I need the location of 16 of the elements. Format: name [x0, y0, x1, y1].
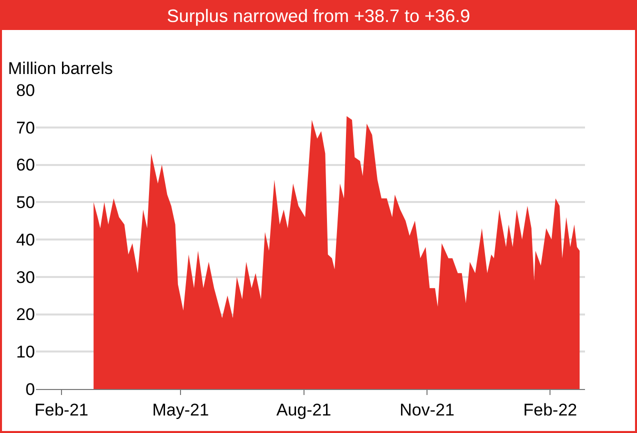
x-tick-label: May-21 [152, 400, 209, 420]
x-tick-label: Feb-22 [523, 400, 578, 420]
y-tick-label: 60 [16, 156, 35, 175]
y-tick-label: 70 [16, 118, 35, 138]
x-tick-label: Feb-21 [34, 400, 88, 420]
y-tick-label: 0 [26, 380, 35, 399]
y-tick-label: 30 [16, 268, 35, 287]
y-axis-title: Million barrels [8, 59, 113, 78]
y-tick-label: 10 [16, 342, 35, 362]
x-tick-label: Nov-21 [400, 400, 454, 420]
x-tick-label: Aug-21 [276, 400, 332, 420]
y-tick-label: 50 [16, 193, 35, 212]
y-tick-label: 80 [16, 80, 35, 100]
chart-title: Surplus narrowed from +38.7 to +36.9 [2, 2, 635, 30]
y-tick-label: 40 [16, 230, 35, 250]
y-tick-label: 20 [16, 305, 35, 324]
